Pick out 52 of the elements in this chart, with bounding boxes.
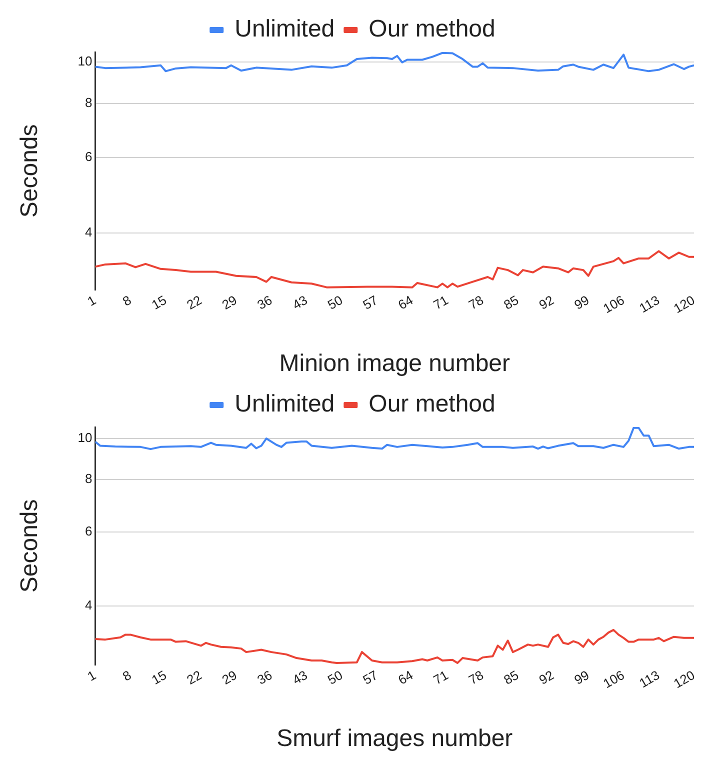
y-axis-title: Seconds	[16, 499, 44, 593]
x-tick-label: 78	[466, 292, 486, 313]
y-tick-label: 10	[78, 54, 92, 69]
y-tick-label: 4	[85, 224, 92, 240]
legend-label: Our method	[368, 16, 496, 43]
x-tick-label: 57	[360, 292, 380, 313]
legend-label: Unlimited	[234, 16, 335, 43]
x-tick-label: 43	[290, 292, 310, 313]
x-tick-label: 29	[219, 292, 240, 313]
x-tick-label: 113	[636, 667, 662, 691]
x-tick-label: 71	[430, 667, 451, 688]
y-tick-label: 4	[85, 598, 92, 613]
x-tick-label: 106	[600, 667, 627, 692]
x-tick-label: 120	[670, 292, 698, 316]
x-tick-label: 36	[254, 667, 275, 688]
x-tick-label: 92	[536, 667, 556, 688]
y-tick-label: 6	[85, 148, 92, 164]
x-tick-label: 1	[84, 667, 99, 684]
x-tick-label: 8	[120, 667, 134, 684]
x-tick-label: 78	[466, 667, 486, 688]
x-tick-label: 22	[184, 667, 204, 688]
x-tick-label: 8	[120, 292, 134, 309]
legend-label: Unlimited	[234, 390, 335, 418]
x-tick-label: 64	[396, 292, 416, 313]
x-tick-label: 15	[148, 667, 169, 688]
x-tick-label: 64	[396, 667, 416, 688]
x-tick-label: 99	[572, 667, 592, 688]
x-axis-title: Smurf images number	[276, 725, 513, 752]
x-tick-label: 1	[84, 292, 99, 309]
y-tick-label: 8	[85, 470, 92, 486]
x-tick-label: 85	[501, 667, 522, 688]
x-tick-label: 50	[325, 292, 346, 313]
x-tick-label: 50	[325, 667, 346, 688]
x-tick-label: 29	[219, 667, 240, 688]
x-tick-label: 22	[184, 292, 204, 313]
x-tick-label: 36	[254, 292, 275, 313]
x-tick-label: 57	[360, 667, 380, 688]
x-tick-label: 113	[636, 292, 662, 316]
y-tick-label: 6	[85, 523, 92, 538]
x-tick-label: 120	[670, 667, 698, 692]
y-tick-label: 8	[85, 95, 92, 110]
x-tick-label: 71	[430, 292, 451, 313]
x-tick-label: 106	[600, 292, 627, 316]
x-tick-label: 15	[148, 292, 169, 313]
legend-label: Our method	[368, 390, 496, 418]
x-tick-label: 43	[290, 667, 310, 688]
x-tick-label: 85	[501, 292, 522, 313]
y-tick-label: 10	[78, 430, 92, 446]
x-axis-title: Minion image number	[279, 350, 510, 378]
y-axis-title: Seconds	[16, 124, 44, 218]
x-tick-label: 92	[536, 292, 556, 313]
x-tick-label: 99	[572, 292, 592, 313]
